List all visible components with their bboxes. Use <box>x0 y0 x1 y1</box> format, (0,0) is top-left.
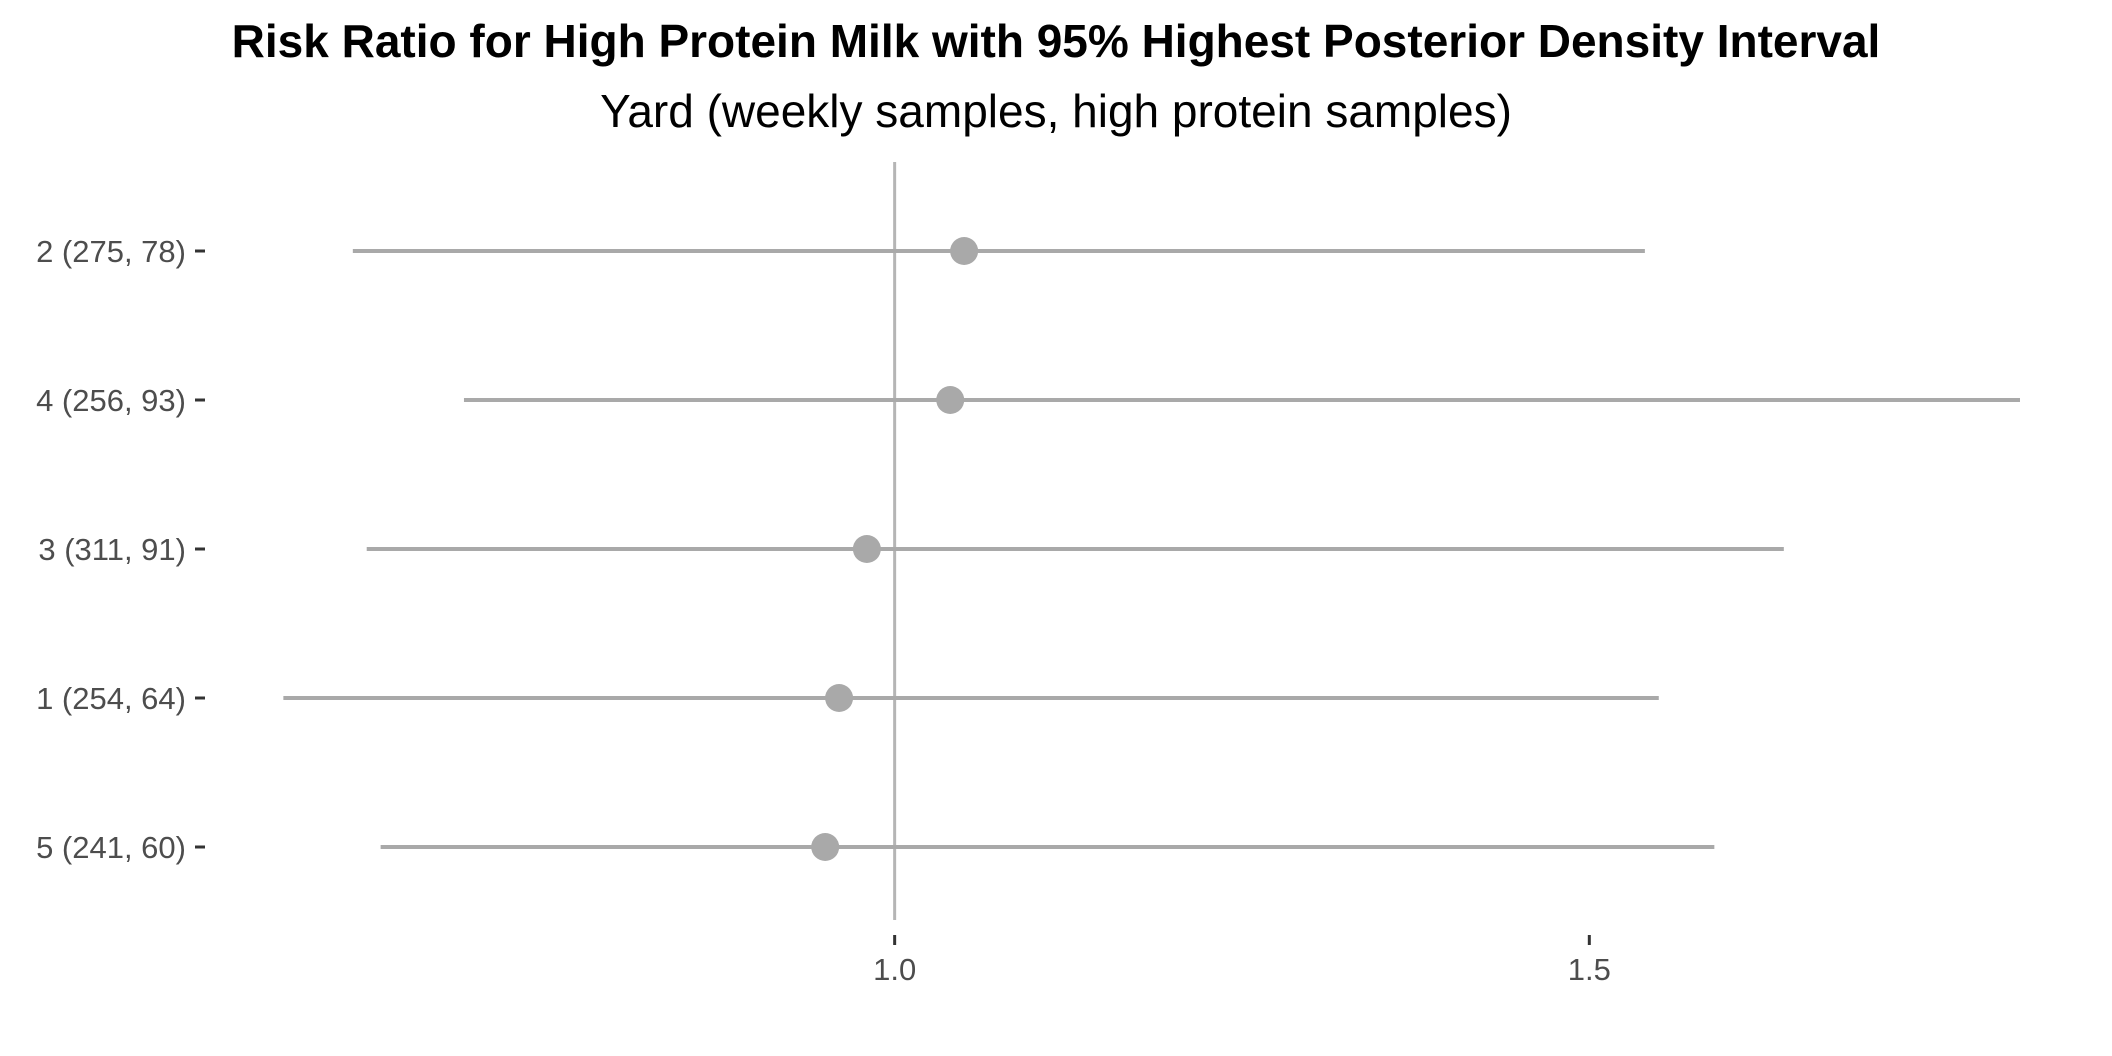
x-axis: 1.0 1.5 <box>873 935 1611 987</box>
chart-subtitle: Yard (weekly samples, high protein sampl… <box>600 85 1512 137</box>
x-tick-label-2: 1.5 <box>1568 952 1611 987</box>
x-tick-label-1: 1.0 <box>873 952 916 987</box>
y-axis: 2 (275, 78) 4 (256, 93) 3 (311, 91) 1 (254,… <box>36 234 205 865</box>
chart-title: Risk Ratio for High Protein Milk with 95… <box>231 15 1881 67</box>
estimate-point-2 <box>936 386 965 414</box>
point-layer <box>811 237 979 861</box>
y-tick-label-5: 5 (241, 60) <box>36 830 186 865</box>
estimate-point-5 <box>811 833 840 861</box>
estimate-point-4 <box>825 684 854 712</box>
estimate-point-3 <box>852 535 881 563</box>
interval-layer <box>283 249 2020 849</box>
y-tick-label-1: 2 (275, 78) <box>36 234 186 269</box>
estimate-point-1 <box>950 237 979 265</box>
y-tick-label-3: 3 (311, 91) <box>38 532 186 567</box>
y-tick-label-2: 4 (256, 93) <box>36 383 186 418</box>
y-tick-label-4: 1 (254, 64) <box>36 681 186 716</box>
